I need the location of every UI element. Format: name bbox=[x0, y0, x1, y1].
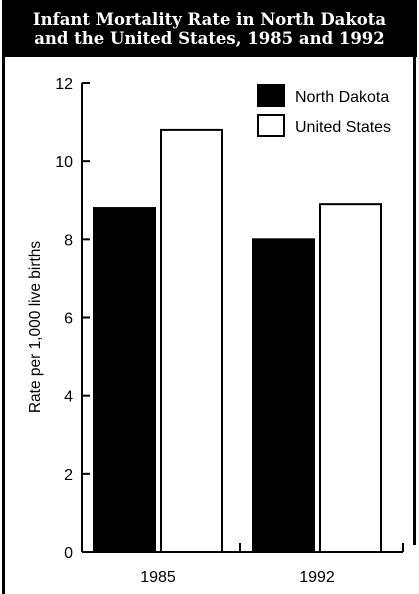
y-tick-label: 8 bbox=[64, 232, 73, 249]
x-tick-label: 1992 bbox=[299, 569, 335, 586]
y-tick-label: 10 bbox=[55, 154, 73, 171]
legend-label: United States bbox=[295, 119, 391, 136]
legend-swatch bbox=[257, 84, 285, 107]
bar-united-states-1985 bbox=[160, 128, 223, 553]
legend: North Dakota United States bbox=[257, 84, 391, 137]
bar-united-states-1992 bbox=[319, 203, 382, 554]
y-axis: 0 2 4 6 8 10 12 bbox=[55, 76, 90, 562]
y-tick-label: 0 bbox=[64, 545, 73, 562]
frame-right-border bbox=[413, 57, 416, 545]
bar-north-dakota-1985 bbox=[93, 207, 156, 553]
bar-north-dakota-1992 bbox=[252, 238, 315, 553]
legend-label: North Dakota bbox=[295, 89, 389, 106]
y-axis-title: Rate per 1,000 live births bbox=[27, 241, 44, 414]
chart-title: Infant Mortality Rate in North Dakota an… bbox=[2, 0, 417, 57]
x-tick-label: 1985 bbox=[140, 569, 176, 586]
y-tick-label: 6 bbox=[64, 311, 73, 328]
chart-title-line-2: and the United States, 1985 and 1992 bbox=[34, 28, 385, 48]
chart-title-line-1: Infant Mortality Rate in North Dakota bbox=[32, 9, 387, 29]
bars bbox=[93, 128, 382, 554]
legend-swatch bbox=[257, 114, 285, 137]
y-tick-label: 2 bbox=[64, 467, 73, 484]
y-tick-label: 4 bbox=[64, 389, 73, 406]
frame-left-border bbox=[2, 57, 5, 594]
y-tick-label: 12 bbox=[55, 76, 73, 93]
